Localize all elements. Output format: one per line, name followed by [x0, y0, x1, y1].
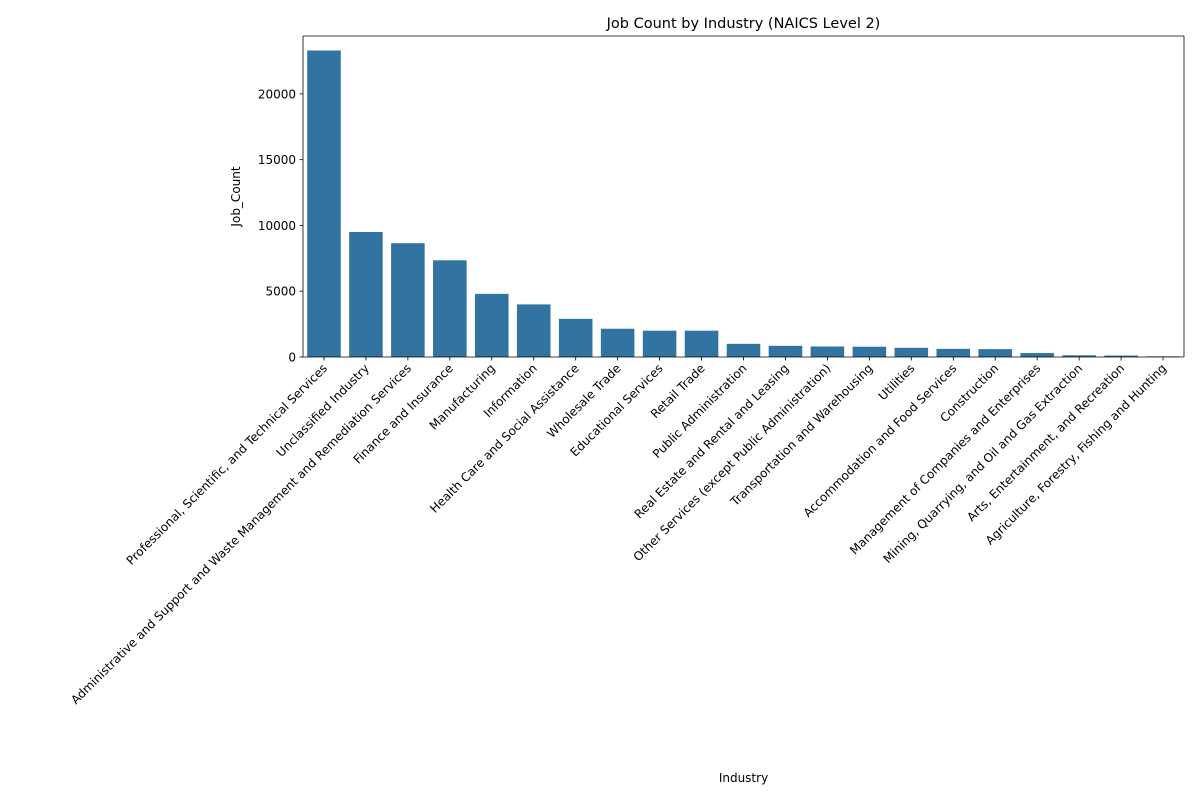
x-tick-label: Other Services (except Public Administra…	[631, 361, 834, 564]
bar	[852, 346, 887, 357]
x-tick-label: Real Estate and Rental and Leasing	[632, 361, 792, 521]
bar	[391, 243, 425, 357]
bar	[1062, 355, 1096, 357]
bar	[768, 345, 803, 357]
bar	[978, 349, 1012, 357]
bar	[684, 330, 719, 357]
bar	[600, 328, 635, 357]
bar	[349, 232, 383, 357]
x-tick-label: Mining, Quarrying, and Oil and Gas Extra…	[881, 361, 1086, 566]
x-tick-label: Professional, Scientific, and Technical …	[124, 361, 330, 567]
y-tick-label: 10000	[258, 219, 296, 233]
x-tick-label: Management of Companies and Enterprises	[847, 361, 1043, 557]
y-tick-label: 20000	[258, 87, 296, 101]
bar	[810, 346, 845, 357]
bars-layer	[307, 50, 1180, 357]
bar	[558, 318, 593, 357]
x-tick-label: Utilities	[876, 361, 918, 403]
x-tick-label: Administrative and Support and Waste Man…	[68, 361, 414, 707]
y-tick-label: 5000	[265, 285, 296, 299]
x-tick-label: Health Care and Social Assistance	[427, 361, 582, 516]
bar	[1104, 355, 1138, 357]
y-axis: 0 5000 10000 15000 20000	[258, 87, 303, 365]
bar	[475, 293, 509, 357]
x-tick-label: Accommodation and Food Services	[801, 361, 960, 520]
chart-title: Job Count by Industry (NAICS Level 2)	[606, 16, 881, 32]
y-axis-label: Job_Count	[229, 166, 243, 227]
x-tick-label: Wholesale Trade	[544, 361, 624, 441]
bar	[433, 260, 467, 357]
bar	[936, 348, 971, 357]
bar	[726, 343, 761, 357]
y-tick-label: 15000	[258, 153, 296, 167]
bar	[1020, 353, 1054, 357]
x-axis-label: Industry	[719, 771, 768, 785]
bar	[307, 50, 341, 357]
bar	[894, 347, 929, 357]
y-tick-label: 0	[288, 351, 296, 365]
bar	[642, 330, 677, 357]
x-axis: Professional, Scientific, and Technical …	[68, 357, 1169, 707]
x-tick-label: Arts, Entertainment, and Recreation	[964, 361, 1127, 524]
bar	[516, 304, 551, 357]
